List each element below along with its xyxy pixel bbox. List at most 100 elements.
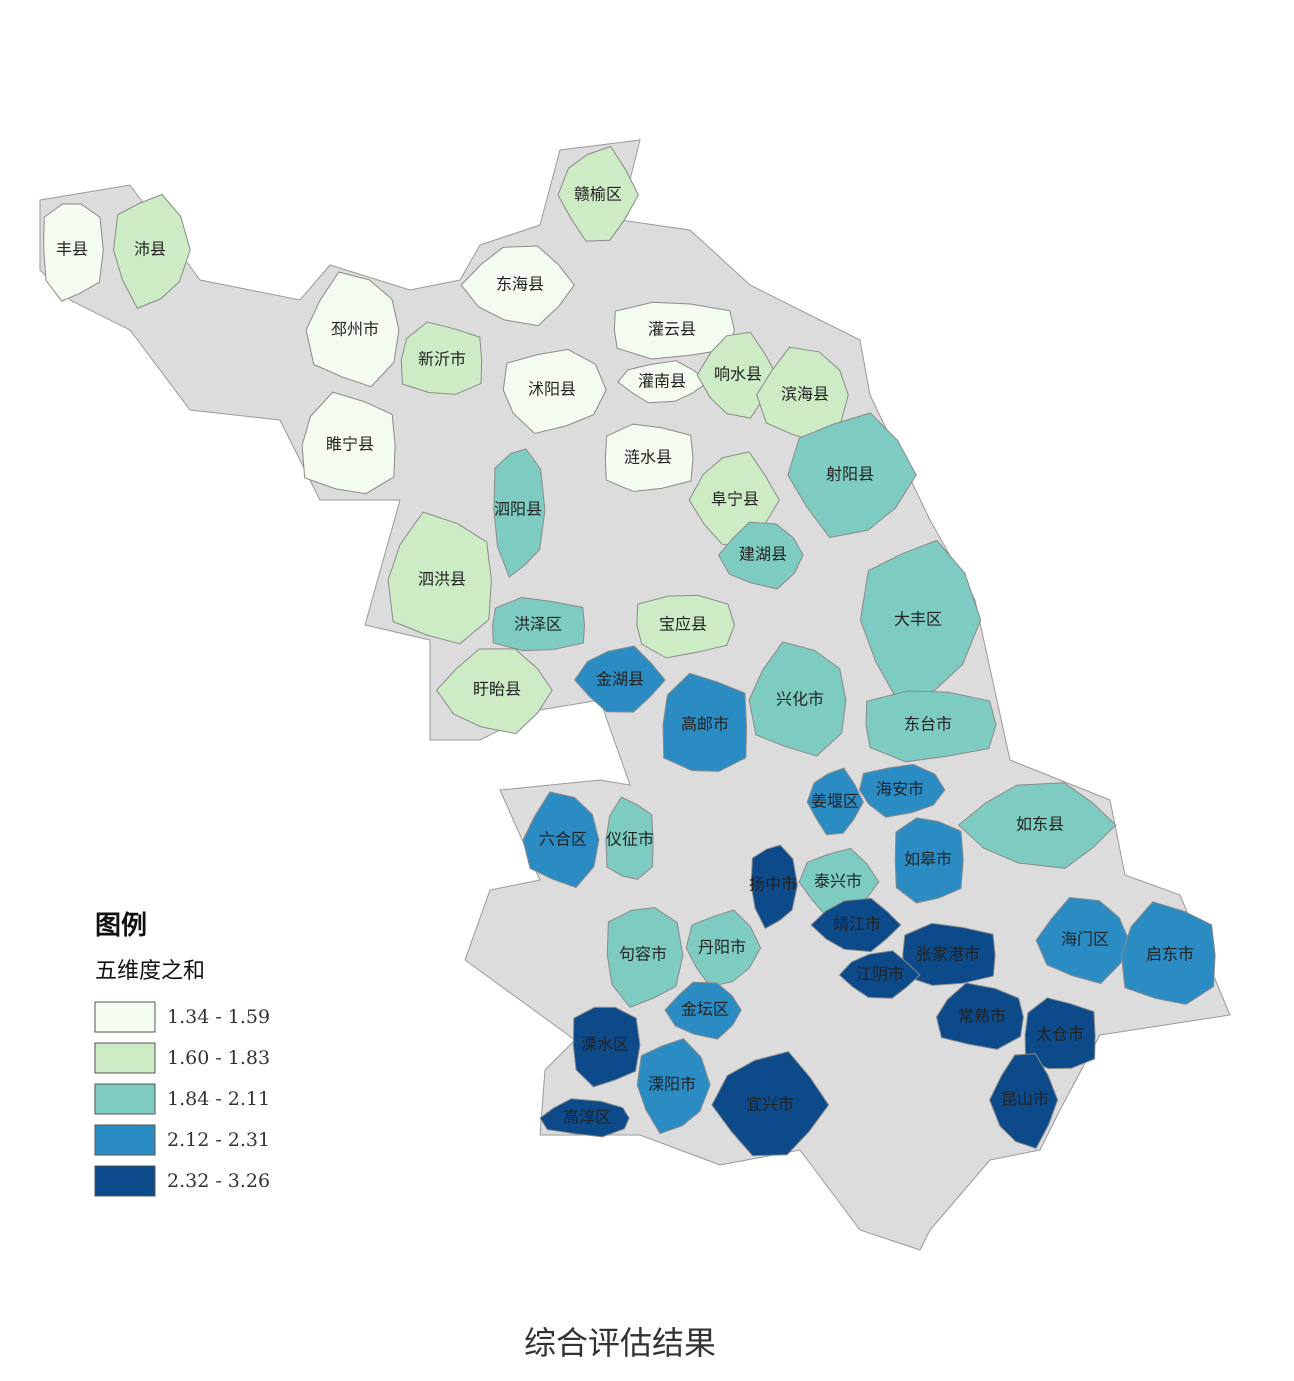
region — [859, 539, 982, 703]
region — [539, 1098, 630, 1138]
region — [572, 1006, 641, 1088]
region — [989, 1053, 1059, 1150]
legend-swatch — [94, 1001, 156, 1033]
region-label: 太仓市 — [1036, 1025, 1084, 1044]
legend-label: 1.60 - 1.83 — [167, 1047, 270, 1069]
legend-label: 1.34 - 1.59 — [167, 1006, 270, 1028]
region-label: 滨海县 — [781, 385, 829, 404]
region-label: 靖江市 — [833, 915, 881, 934]
region — [806, 767, 864, 836]
region — [810, 897, 902, 953]
region — [636, 1038, 711, 1135]
legend-label: 2.12 - 2.31 — [167, 1129, 270, 1151]
region — [894, 817, 964, 904]
region-label: 新沂市 — [418, 350, 466, 369]
region — [605, 796, 654, 880]
region-label: 高邮市 — [681, 715, 729, 734]
region-label: 盱眙县 — [473, 680, 521, 699]
region — [43, 203, 104, 302]
region-label: 丰县 — [56, 240, 88, 259]
region-label: 沛县 — [134, 240, 166, 259]
region — [717, 521, 804, 590]
legend-label: 2.32 - 3.26 — [167, 1170, 270, 1192]
region-label: 江阴市 — [856, 965, 904, 984]
region — [502, 348, 607, 435]
region-label: 大丰区 — [894, 610, 942, 629]
region — [301, 391, 396, 495]
region-label: 仪征市 — [606, 830, 654, 849]
region-label: 泰兴市 — [814, 872, 862, 891]
region-label: 句容市 — [619, 945, 667, 964]
region — [305, 271, 400, 388]
region — [606, 907, 684, 1008]
region — [492, 596, 586, 652]
region-label: 响水县 — [714, 365, 762, 384]
region-label: 常熟市 — [958, 1007, 1006, 1026]
legend-swatch — [94, 1042, 156, 1074]
region — [748, 641, 847, 757]
region — [685, 909, 762, 988]
legend: 图例 五维度之和 1.34 - 1.59 1.60 - 1.83 1.84 - 2.… — [94, 911, 270, 1197]
regions — [43, 145, 1216, 1157]
legend-swatch — [94, 1083, 156, 1115]
region-label: 溧水区 — [581, 1035, 629, 1054]
region-label: 张家港市 — [916, 945, 980, 964]
region — [613, 301, 735, 360]
region-label: 金坛区 — [681, 1000, 729, 1019]
region-label: 邳州市 — [331, 320, 379, 339]
region — [387, 511, 492, 645]
region-label: 海门区 — [1061, 930, 1109, 949]
region — [711, 1051, 830, 1157]
region-label: 沭阳县 — [528, 380, 576, 399]
legend-title: 图例 — [95, 911, 147, 941]
region — [522, 791, 600, 889]
region — [935, 982, 1024, 1050]
region — [112, 193, 191, 309]
region — [557, 145, 639, 242]
region-label: 六合区 — [539, 830, 587, 849]
region-label: 灌云县 — [648, 320, 696, 339]
legend-label: 1.84 - 2.11 — [167, 1088, 270, 1110]
region-label: 泗洪县 — [418, 570, 466, 589]
region — [1024, 997, 1096, 1070]
region-label: 宝应县 — [659, 615, 707, 634]
region — [750, 844, 798, 930]
caption: 综合评估结果 — [524, 1324, 716, 1362]
region — [617, 360, 709, 404]
region — [838, 950, 921, 999]
region-label: 宜兴市 — [746, 1095, 794, 1114]
region — [1035, 896, 1130, 984]
region-label: 丹阳市 — [698, 938, 746, 957]
region-label: 灌南县 — [638, 372, 686, 391]
legend-swatch — [94, 1124, 156, 1156]
region — [957, 782, 1117, 869]
region — [865, 690, 997, 763]
region-label: 扬中市 — [749, 875, 797, 894]
region-label: 射阳县 — [826, 465, 874, 484]
region-label: 睢宁县 — [326, 435, 374, 454]
region — [902, 922, 996, 986]
region-label: 昆山市 — [1001, 1090, 1049, 1109]
region-label: 如东县 — [1016, 815, 1064, 834]
region-label: 泗阳县 — [494, 500, 542, 519]
region — [435, 648, 553, 735]
region — [696, 331, 777, 419]
region-label: 东海县 — [496, 275, 544, 294]
legend-swatch — [94, 1165, 156, 1197]
region-label: 启东市 — [1146, 945, 1194, 964]
region — [662, 672, 748, 772]
region — [664, 981, 742, 1040]
region-label: 金湖县 — [596, 670, 644, 689]
region-label: 溧阳市 — [648, 1075, 696, 1094]
region — [787, 412, 917, 538]
region-label: 兴化市 — [776, 690, 824, 709]
region — [636, 594, 735, 659]
region-label: 赣榆区 — [574, 185, 622, 204]
region — [460, 245, 575, 327]
region — [604, 423, 694, 492]
region — [1120, 901, 1216, 1005]
region-label: 海安市 — [876, 780, 924, 799]
legend-subtitle: 五维度之和 — [95, 959, 205, 984]
